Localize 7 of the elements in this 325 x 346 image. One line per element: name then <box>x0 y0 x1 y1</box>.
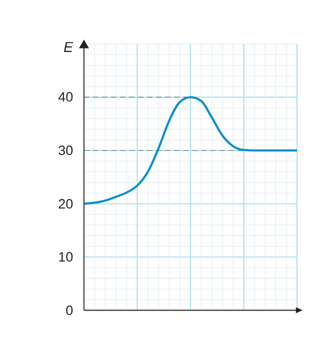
y-tick-label: 10 <box>58 250 74 265</box>
line-series <box>82 96 298 205</box>
y-tick-label: 0 <box>66 302 74 318</box>
y-tick-label: 20 <box>58 196 74 212</box>
y-tick-label: 40 <box>58 90 74 105</box>
y-axis-title: E <box>63 40 74 56</box>
y-tick-label: 30 <box>58 142 74 158</box>
